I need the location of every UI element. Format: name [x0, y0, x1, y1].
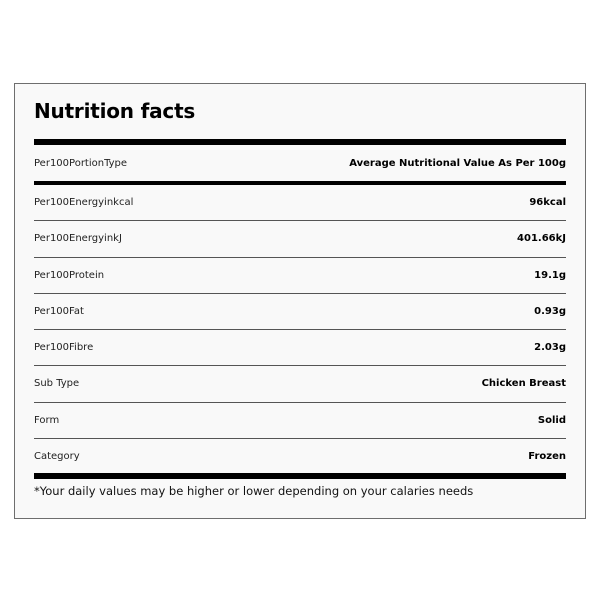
row-label: Per100EnergyinkJ	[34, 233, 122, 244]
row-label: Per100Energyinkcal	[34, 196, 134, 208]
row-value: Frozen	[528, 450, 566, 462]
page-title: Nutrition facts	[34, 99, 196, 123]
row-value: 96kcal	[529, 196, 566, 208]
divider-medium	[34, 181, 566, 185]
divider-thick	[34, 473, 566, 479]
row-value: 401.66kJ	[517, 233, 566, 244]
table-row: Per100Protein 19.1g	[34, 257, 566, 294]
row-value: Average Nutritional Value As Per 100g	[349, 157, 566, 169]
row-value: 19.1g	[534, 269, 566, 281]
row-label: Per100PortionType	[34, 157, 128, 169]
row-value: 0.93g	[534, 305, 566, 317]
row-value: Chicken Breast	[481, 378, 566, 389]
row-label: Per100Fibre	[34, 341, 94, 353]
row-label: Per100Protein	[34, 269, 105, 281]
table-row: Sub Type Chicken Breast	[34, 366, 566, 403]
table-row: Per100Energyinkcal 96kcal	[34, 184, 566, 221]
row-value: 2.03g	[534, 341, 566, 353]
row-label: Form	[34, 414, 60, 426]
row-label: Category	[34, 450, 80, 462]
table-row: Form Solid	[34, 402, 566, 439]
table-row: Per100Fat 0.93g	[34, 293, 566, 330]
nutrition-facts-card: Nutrition facts Per100PortionType Averag…	[14, 83, 586, 519]
footnote: *Your daily values may be higher or lowe…	[34, 484, 474, 498]
row-label: Per100Fat	[34, 305, 84, 317]
table-row: Per100EnergyinkJ 401.66kJ	[34, 221, 566, 258]
table-row: Category Frozen	[34, 438, 566, 474]
row-label: Sub Type	[34, 378, 80, 389]
header-row: Per100PortionType Average Nutritional Va…	[34, 145, 566, 181]
divider-thick	[34, 139, 566, 145]
table-row: Per100Fibre 2.03g	[34, 329, 566, 366]
row-value: Solid	[537, 414, 566, 426]
